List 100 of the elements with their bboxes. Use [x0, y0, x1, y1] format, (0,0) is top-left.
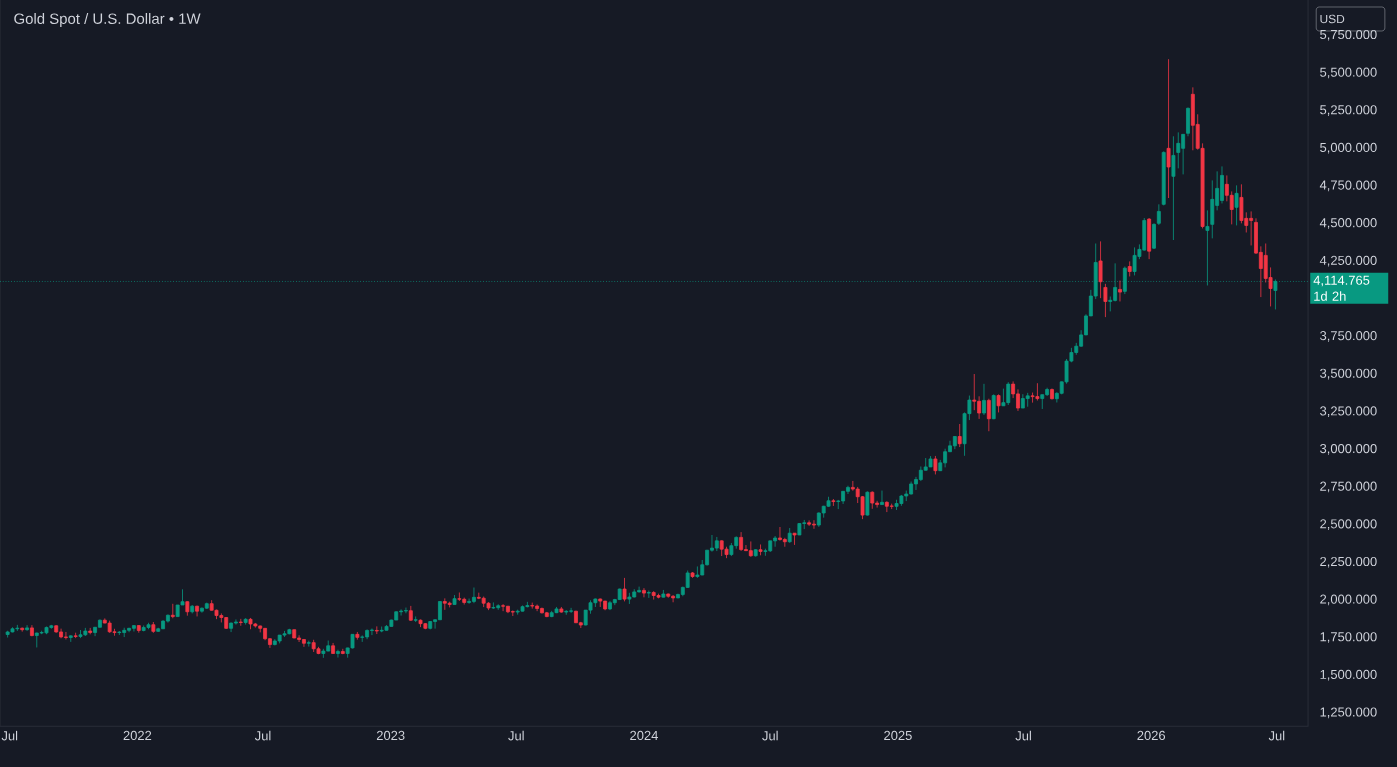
y-tick-label: 2,250.000 — [1320, 556, 1377, 568]
candlestick — [428, 620, 433, 630]
y-tick-label: 2,750.000 — [1320, 481, 1377, 493]
x-tick-label: 2026 — [1137, 730, 1166, 741]
x-tick-label: Jul — [762, 730, 778, 741]
y-tick-label: 3,750.000 — [1320, 331, 1377, 342]
candlestick — [982, 383, 986, 416]
candlestick — [501, 603, 506, 612]
y-tick-label: 3,250.000 — [1320, 406, 1377, 418]
candlestick — [739, 531, 744, 552]
candlestick — [928, 455, 933, 468]
candlestick — [73, 632, 78, 639]
candlestick — [117, 630, 122, 636]
candlestick — [190, 604, 195, 614]
candlestick — [1234, 184, 1239, 226]
candlestick — [666, 593, 671, 599]
x-tick-label: 2025 — [884, 730, 912, 741]
candlestick — [452, 594, 457, 605]
candlestick — [25, 624, 29, 632]
candlestick — [714, 536, 719, 552]
candlestick — [1156, 203, 1161, 226]
candlestick — [530, 602, 535, 610]
candlestick — [30, 624, 34, 637]
candlestick — [413, 616, 418, 623]
x-tick-label: Jul — [1, 730, 18, 741]
y-tick-label: 2,500.000 — [1320, 519, 1377, 530]
candlestick — [1118, 280, 1122, 302]
candlestick — [642, 587, 646, 598]
x-tick-label: Jul — [1268, 730, 1285, 741]
candlestick — [408, 605, 413, 622]
candlestick — [748, 541, 753, 558]
text: USD — [1320, 14, 1345, 24]
candlestick — [88, 627, 93, 635]
candlestick — [831, 498, 836, 507]
y-tick-label: 4,750.000 — [1319, 180, 1377, 192]
candlestick — [646, 590, 651, 599]
y-tick-label: 5,000.000 — [1320, 142, 1377, 154]
x-tick-label: 2024 — [630, 730, 658, 741]
candlestick — [933, 455, 938, 475]
y-tick-label: 3,000.000 — [1320, 443, 1377, 455]
candlestick — [787, 527, 792, 544]
candlestick — [986, 398, 991, 432]
candlestick — [151, 621, 156, 634]
candlestick — [336, 649, 340, 658]
candlestick — [195, 605, 199, 617]
y-tick-label: 1,250.000 — [1320, 707, 1377, 719]
y-tick-label: 4,250.000 — [1319, 255, 1377, 267]
candlestick — [792, 532, 797, 546]
candlestick — [1147, 217, 1152, 260]
candlestick — [1171, 135, 1176, 241]
candlestick — [627, 592, 632, 605]
y-tick-label: 2,000.000 — [1320, 594, 1377, 606]
y-tick-label: 3,500.000 — [1320, 368, 1377, 380]
candlestick — [952, 435, 957, 450]
candlestick — [491, 602, 496, 610]
candlestick — [690, 571, 695, 579]
candlestick — [564, 609, 569, 616]
candlestick — [68, 635, 73, 643]
candlestick — [20, 627, 25, 633]
y-tick-label: 5,750.000 — [1320, 29, 1377, 41]
x-tick-label: Jul — [254, 730, 271, 741]
candlestick — [1025, 392, 1030, 408]
y-tick-label: 5,250.000 — [1320, 105, 1377, 116]
candlestick — [54, 624, 59, 634]
candlestick — [243, 617, 248, 625]
text: 1d 2h — [1314, 291, 1346, 301]
candlestick — [1161, 150, 1166, 206]
candlestick — [991, 393, 996, 420]
candlestick — [457, 592, 462, 602]
candlestick — [1166, 58, 1171, 199]
candlestick — [1152, 222, 1156, 250]
candlestick — [306, 640, 311, 647]
y-tick-label: 4,500.000 — [1319, 218, 1377, 229]
x-tick-label: 2022 — [123, 730, 152, 741]
candlestick — [374, 625, 379, 635]
candlestick — [136, 624, 141, 634]
candlestick — [996, 393, 1001, 413]
candlestick — [1186, 107, 1190, 137]
x-tick-label: Jul — [508, 730, 524, 741]
y-tick-label: 1,500.000 — [1320, 669, 1377, 681]
candlestick — [510, 610, 515, 617]
candlestick — [598, 598, 603, 608]
candlestick — [865, 490, 870, 516]
text: Gold Spot / U.S. Dollar • 1W — [14, 13, 201, 27]
candlestick — [870, 490, 875, 510]
candlestick — [544, 611, 549, 618]
candlestick — [661, 589, 666, 598]
candlestick — [880, 490, 884, 506]
candlestick — [559, 606, 564, 614]
candlestick — [1098, 240, 1103, 299]
candlestick — [355, 631, 360, 641]
candlestick — [204, 602, 209, 610]
candlestick — [1050, 388, 1054, 400]
ref-line-label: 4,114.765 — [1313, 275, 1370, 287]
candlestick — [617, 588, 622, 601]
candlestick — [185, 600, 190, 617]
candlestick — [957, 423, 962, 448]
y-tick-label: 1,750.000 — [1320, 632, 1377, 643]
candlestick — [447, 601, 452, 608]
candlestick — [807, 519, 812, 527]
